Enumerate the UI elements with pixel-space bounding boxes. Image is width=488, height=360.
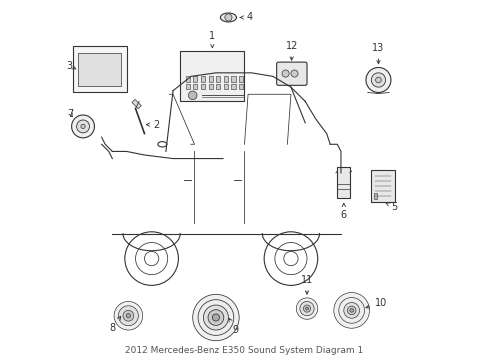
Circle shape	[203, 305, 228, 330]
Circle shape	[349, 309, 353, 312]
Circle shape	[207, 310, 224, 325]
FancyBboxPatch shape	[276, 62, 306, 85]
Bar	[201, 76, 205, 82]
FancyBboxPatch shape	[370, 170, 394, 202]
Text: 13: 13	[371, 43, 384, 64]
Bar	[193, 84, 197, 89]
FancyBboxPatch shape	[180, 51, 244, 102]
Circle shape	[123, 310, 134, 321]
Bar	[239, 84, 243, 89]
Circle shape	[365, 67, 390, 93]
Bar	[231, 84, 235, 89]
Text: 6: 6	[340, 203, 346, 220]
Text: 5: 5	[385, 202, 396, 212]
Circle shape	[375, 77, 381, 83]
Bar	[231, 76, 235, 82]
Ellipse shape	[220, 13, 236, 22]
Circle shape	[333, 293, 369, 328]
Circle shape	[212, 314, 219, 321]
Text: 11: 11	[300, 275, 312, 294]
Circle shape	[81, 124, 85, 129]
Circle shape	[192, 294, 239, 341]
Bar	[193, 76, 197, 82]
Circle shape	[198, 300, 233, 336]
Text: 3: 3	[66, 61, 76, 71]
Bar	[373, 193, 377, 199]
Text: 9: 9	[228, 318, 238, 335]
Bar	[224, 76, 228, 82]
Circle shape	[114, 301, 142, 330]
Circle shape	[346, 306, 355, 315]
Bar	[185, 84, 189, 89]
Circle shape	[126, 314, 130, 318]
Text: 2012 Mercedes-Benz E350 Sound System Diagram 1: 2012 Mercedes-Benz E350 Sound System Dia…	[125, 346, 363, 355]
Circle shape	[118, 306, 138, 326]
Circle shape	[224, 14, 231, 21]
Text: 2: 2	[146, 120, 159, 130]
Bar	[185, 76, 189, 82]
Circle shape	[188, 91, 197, 100]
Circle shape	[343, 302, 359, 318]
Text: 4: 4	[240, 13, 252, 22]
Circle shape	[290, 70, 298, 77]
Bar	[216, 76, 220, 82]
Circle shape	[77, 120, 89, 133]
FancyBboxPatch shape	[73, 46, 126, 93]
Bar	[239, 76, 243, 82]
Bar	[216, 84, 220, 89]
Text: 10: 10	[365, 298, 386, 308]
Text: 12: 12	[285, 41, 297, 60]
Bar	[208, 84, 212, 89]
Bar	[337, 167, 349, 198]
Circle shape	[305, 307, 308, 310]
Circle shape	[296, 298, 317, 319]
Circle shape	[282, 70, 288, 77]
Text: 7: 7	[67, 109, 74, 119]
Circle shape	[303, 305, 310, 312]
Circle shape	[71, 115, 94, 138]
Circle shape	[370, 73, 385, 87]
Bar	[224, 84, 228, 89]
Circle shape	[338, 297, 364, 323]
Text: 8: 8	[109, 316, 121, 333]
Bar	[132, 99, 141, 109]
Bar	[201, 84, 205, 89]
Bar	[78, 53, 121, 86]
Circle shape	[299, 301, 313, 316]
Bar	[208, 76, 212, 82]
Text: 1: 1	[209, 31, 215, 48]
